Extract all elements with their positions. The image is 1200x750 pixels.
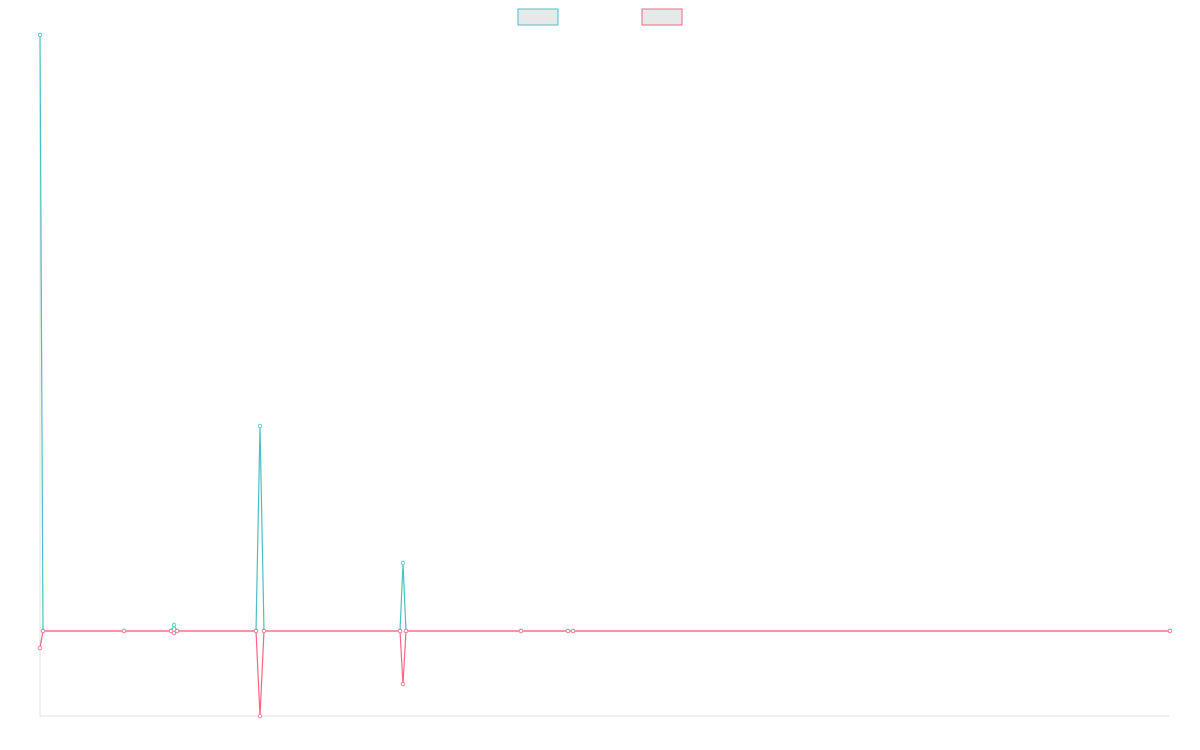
line (39, 630, 1170, 717)
point (400, 560, 406, 566)
point (171, 630, 177, 636)
point (257, 423, 263, 429)
point (570, 628, 576, 634)
legend-swatch (517, 8, 559, 26)
point (400, 681, 406, 687)
point (518, 628, 524, 634)
point (174, 628, 180, 634)
point (37, 32, 43, 38)
point (121, 628, 127, 634)
point (261, 628, 267, 634)
point (171, 622, 177, 628)
point (257, 713, 263, 719)
point (37, 645, 43, 651)
point (168, 628, 174, 634)
point (565, 628, 571, 634)
line (39, 34, 1170, 632)
point (1167, 628, 1173, 634)
point (253, 628, 259, 634)
legend-swatch (641, 8, 683, 26)
point (403, 628, 409, 634)
point (397, 628, 403, 634)
point (40, 628, 46, 634)
